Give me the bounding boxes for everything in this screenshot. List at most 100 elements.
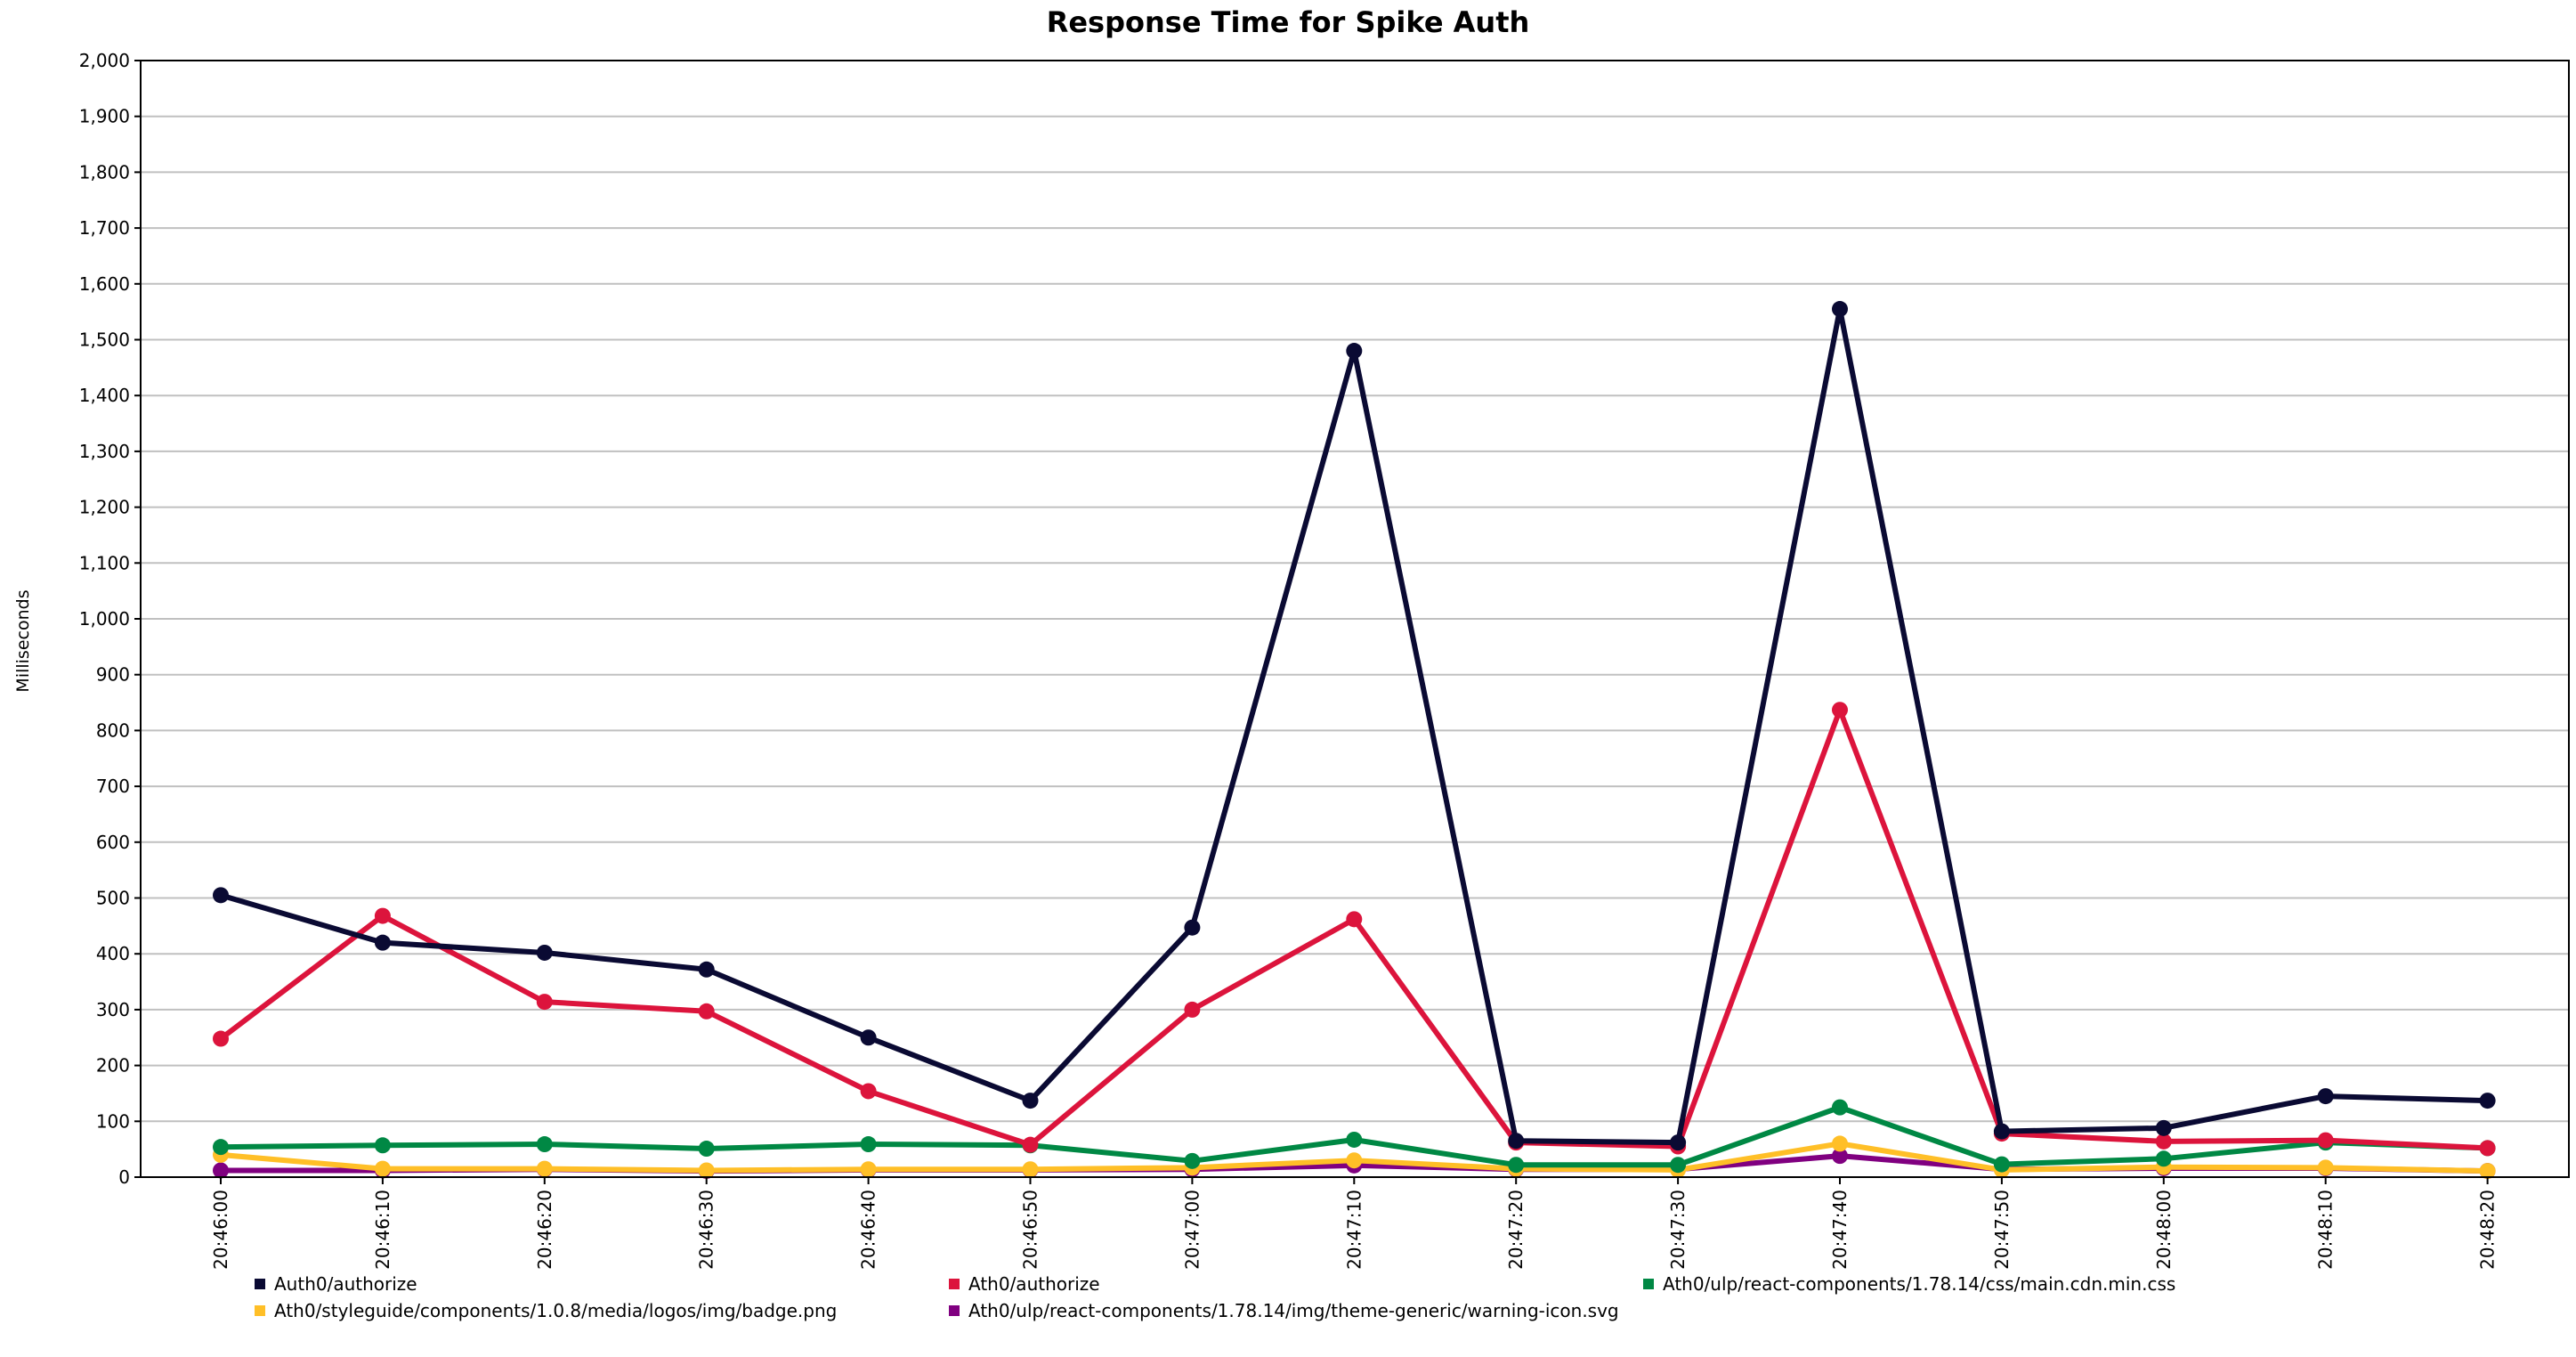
data-point — [213, 1162, 229, 1179]
y-tick-label: 1,400 — [79, 385, 130, 406]
data-point — [213, 887, 229, 904]
data-point — [536, 1136, 553, 1153]
y-tick-label: 1,900 — [79, 106, 130, 127]
legend-swatch — [949, 1279, 960, 1289]
x-tick-label: 20:48:10 — [2315, 1190, 2337, 1270]
y-tick-label: 1,500 — [79, 329, 130, 351]
data-point — [1022, 1093, 1039, 1109]
data-point — [2317, 1159, 2334, 1176]
data-point — [374, 1160, 391, 1177]
data-point — [860, 1136, 877, 1153]
x-tick-label: 20:46:00 — [210, 1190, 231, 1270]
y-tick-label: 500 — [96, 888, 130, 909]
legend-item: Ath0/styleguide/components/1.0.8/media/l… — [255, 1300, 837, 1321]
legend-swatch — [255, 1305, 265, 1316]
data-point — [1832, 301, 1848, 318]
data-point — [1184, 919, 1201, 936]
legend-label: Auth0/authorize — [274, 1273, 417, 1295]
legend-label: Ath0/styleguide/components/1.0.8/media/l… — [274, 1300, 838, 1321]
data-point — [698, 1141, 715, 1158]
data-point — [1832, 1135, 1848, 1152]
y-tick-label: 1,200 — [79, 497, 130, 518]
data-point — [536, 994, 553, 1011]
data-point — [374, 1137, 391, 1154]
data-point — [536, 1160, 553, 1177]
data-point — [860, 1029, 877, 1046]
chart-title: Response Time for Spike Auth — [1046, 5, 1530, 39]
x-tick-label: 20:48:20 — [2477, 1190, 2499, 1270]
data-point — [1346, 1152, 1363, 1169]
x-tick-label: 20:48:00 — [2153, 1190, 2175, 1270]
legend-item: Ath0/ulp/react-components/1.78.14/css/ma… — [1643, 1273, 2175, 1295]
y-axis-label: Milliseconds — [13, 589, 33, 692]
x-tick-label: 20:47:00 — [1181, 1190, 1203, 1270]
data-point — [1670, 1134, 1687, 1151]
data-point — [213, 1030, 229, 1047]
y-tick-label: 0 — [118, 1166, 130, 1188]
data-point — [1022, 1136, 1039, 1153]
data-point — [2317, 1132, 2334, 1149]
data-point — [2479, 1140, 2496, 1157]
x-tick-label: 20:46:50 — [1020, 1190, 1041, 1270]
y-tick-label: 1,100 — [79, 552, 130, 573]
data-point — [1832, 702, 1848, 719]
data-point — [1022, 1161, 1039, 1178]
y-tick-label: 1,300 — [79, 441, 130, 462]
data-point — [698, 1003, 715, 1020]
data-point — [1508, 1133, 1525, 1150]
data-point — [1184, 1001, 1201, 1018]
data-point — [2155, 1119, 2172, 1136]
data-point — [374, 934, 391, 951]
data-point — [2155, 1133, 2172, 1150]
grid-layer — [141, 60, 2569, 1178]
data-point — [698, 1162, 715, 1179]
data-point — [1993, 1123, 2010, 1140]
y-tick-label: 600 — [96, 832, 130, 853]
x-tick-label: 20:46:20 — [534, 1190, 555, 1270]
data-point — [2317, 1088, 2334, 1105]
y-tick-label: 400 — [96, 943, 130, 964]
series-group — [213, 301, 2496, 1151]
series-layer — [213, 301, 2496, 1180]
x-tick-label: 20:46:40 — [858, 1190, 879, 1270]
data-point — [1832, 1099, 1848, 1116]
data-point — [1993, 1156, 2010, 1173]
legend-swatch — [949, 1305, 960, 1316]
data-point — [860, 1083, 877, 1100]
y-tick-label: 1,800 — [79, 161, 130, 183]
x-tick-label: 20:47:20 — [1505, 1190, 1527, 1270]
data-point — [1346, 911, 1363, 928]
y-tick-label: 300 — [96, 999, 130, 1020]
legend-item: Ath0/authorize — [949, 1273, 1100, 1295]
data-point — [698, 961, 715, 978]
axis-layer: 0 100 200 300 400 500 600 700 800 900 1,000 1,100 1,… — [79, 50, 2499, 1270]
data-point — [1346, 1131, 1363, 1148]
x-tick-label: 20:47:10 — [1343, 1190, 1365, 1270]
data-point — [2479, 1163, 2496, 1180]
legend-label: Ath0/ulp/react-components/1.78.14/img/th… — [968, 1300, 1619, 1321]
series-line — [219, 707, 2488, 1151]
data-point — [536, 944, 553, 961]
y-tick-label: 2,000 — [79, 50, 130, 71]
y-tick-label: 100 — [96, 1110, 130, 1132]
data-point — [1508, 1157, 1525, 1174]
y-tick-label: 200 — [96, 1055, 130, 1077]
y-tick-label: 1,700 — [79, 217, 130, 239]
data-point — [374, 907, 391, 924]
y-tick-label: 700 — [96, 776, 130, 797]
data-point — [1184, 1152, 1201, 1169]
data-point — [2155, 1150, 2172, 1167]
legend-label: Ath0/ulp/react-components/1.78.14/css/ma… — [1663, 1273, 2176, 1295]
x-tick-label: 20:46:30 — [696, 1190, 717, 1270]
data-point — [1670, 1157, 1687, 1174]
series-line — [220, 306, 2488, 1146]
legend-item: Ath0/ulp/react-components/1.78.14/img/th… — [949, 1300, 1619, 1321]
legend-swatch — [255, 1279, 265, 1289]
legend-item: Auth0/authorize — [255, 1273, 417, 1295]
y-tick-label: 1,000 — [79, 608, 130, 630]
y-tick-label: 900 — [96, 664, 130, 686]
x-tick-label: 20:46:10 — [372, 1190, 393, 1270]
series-group — [213, 702, 2496, 1157]
y-tick-label: 800 — [96, 719, 130, 741]
